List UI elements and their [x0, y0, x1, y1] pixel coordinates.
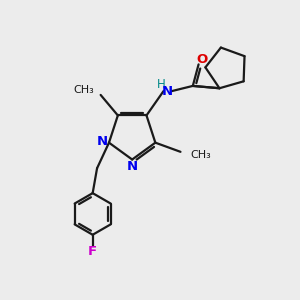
- Text: H: H: [157, 78, 166, 91]
- Text: N: N: [127, 160, 138, 172]
- Text: O: O: [196, 52, 207, 65]
- Text: CH₃: CH₃: [190, 150, 211, 161]
- Text: F: F: [88, 244, 97, 258]
- Text: N: N: [161, 85, 173, 98]
- Text: N: N: [97, 135, 108, 148]
- Text: CH₃: CH₃: [74, 85, 94, 94]
